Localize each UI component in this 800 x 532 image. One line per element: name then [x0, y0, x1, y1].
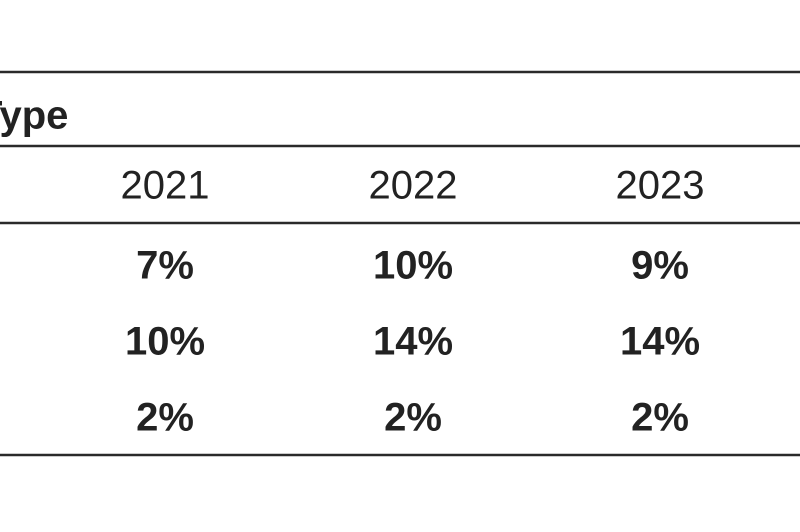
column-header: 2021 [121, 164, 210, 208]
cell: 2% [631, 396, 689, 440]
cell: 2% [136, 396, 194, 440]
cell: 10% [125, 320, 205, 364]
cell: 7% [136, 244, 194, 288]
column-header: 2023 [616, 164, 705, 208]
cell: 14% [373, 320, 453, 364]
column-header: 2022 [369, 164, 458, 208]
cell: 14% [620, 320, 700, 364]
table-title: Type [0, 94, 68, 138]
cell: 10% [373, 244, 453, 288]
cell: 2% [384, 396, 442, 440]
cell: 9% [631, 244, 689, 288]
